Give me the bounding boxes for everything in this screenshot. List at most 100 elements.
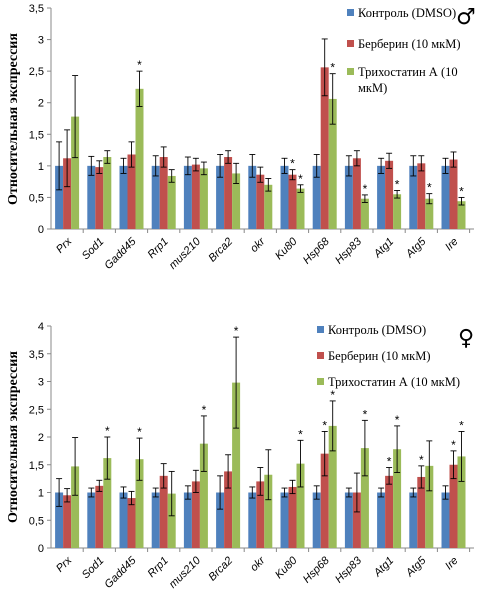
bar-trichostatin <box>135 88 144 229</box>
significance-marker: * <box>427 181 432 195</box>
significance-marker: * <box>202 403 207 417</box>
y-tick-label: 0,5 <box>29 192 44 204</box>
legend-swatch-control <box>347 9 354 16</box>
significance-marker: * <box>322 418 327 432</box>
y-axis-label: Относительная экспрессия <box>6 351 21 523</box>
significance-marker: * <box>363 407 368 421</box>
bar-control <box>312 492 321 548</box>
bar-trichostatin <box>360 198 369 229</box>
bar-trichostatin <box>71 466 80 548</box>
significance-marker: * <box>137 58 142 72</box>
y-tick-label: 3 <box>38 377 44 389</box>
bar-berberine <box>127 154 136 229</box>
bar-control <box>377 492 386 548</box>
bar-trichostatin <box>457 456 466 548</box>
bar-trichostatin <box>135 459 144 548</box>
y-tick-label: 1 <box>38 488 44 500</box>
bar-trichostatin <box>167 175 176 229</box>
bar-berberine <box>320 453 329 548</box>
bar-control <box>280 165 289 229</box>
legend-label-trichostatin: Трихостатин А (10 мкМ) <box>358 65 458 95</box>
y-tick-label: 0,5 <box>29 515 44 527</box>
bar-berberine <box>288 174 297 229</box>
bar-trichostatin <box>457 201 466 229</box>
bar-berberine <box>352 158 361 229</box>
y-tick-label: 3 <box>38 35 44 47</box>
bar-berberine <box>417 163 426 229</box>
sex-symbol: ♀ <box>458 326 474 351</box>
bar-trichostatin <box>296 463 305 548</box>
bar-berberine <box>191 481 200 548</box>
bar-trichostatin <box>328 425 337 548</box>
bar-trichostatin <box>328 98 337 229</box>
y-tick-label: 4 <box>38 321 44 333</box>
significance-marker: * <box>330 61 335 75</box>
significance-marker: * <box>451 438 456 452</box>
bar-control <box>151 165 160 229</box>
bar-control <box>344 165 353 229</box>
bar-berberine <box>159 157 168 229</box>
legend-swatch-trichostatin <box>317 378 324 385</box>
bar-control <box>87 492 96 548</box>
legend-swatch-trichostatin <box>347 68 354 75</box>
legend-swatch-berberine <box>317 352 324 359</box>
bar-trichostatin <box>393 449 402 548</box>
bar-trichostatin <box>264 474 273 548</box>
bar-control <box>183 165 192 229</box>
bar-control <box>377 165 386 229</box>
bar-control <box>119 165 128 229</box>
significance-marker: * <box>105 424 110 438</box>
bar-control <box>409 165 418 229</box>
y-tick-label: 3,5 <box>29 349 44 361</box>
y-tick-label: 1,5 <box>29 129 44 141</box>
y-tick-label: 2,5 <box>29 404 44 416</box>
legend-label-control: Контроль (DMSO) <box>358 6 456 20</box>
significance-marker: * <box>298 427 303 441</box>
bar-control <box>87 165 96 229</box>
bar-control <box>312 165 321 229</box>
bar-berberine <box>95 485 104 548</box>
legend-label-trichostatin: Трихостатин А (10 мкМ) <box>328 375 460 389</box>
bar-berberine <box>385 160 394 229</box>
significance-marker: * <box>387 455 392 469</box>
bar-control <box>216 165 225 229</box>
legend-swatch-berberine <box>347 40 354 47</box>
bar-berberine <box>256 174 265 229</box>
bar-trichostatin <box>425 198 434 229</box>
bar-berberine <box>288 486 297 548</box>
significance-marker: * <box>419 453 424 467</box>
bar-trichostatin <box>393 194 402 229</box>
y-tick-label: 0 <box>38 543 44 555</box>
bar-berberine <box>63 158 72 229</box>
bar-trichostatin <box>199 443 208 548</box>
bar-berberine <box>127 498 136 548</box>
sex-symbol: ♂ <box>456 5 476 30</box>
legend-label-berberine: Берберин (10 мкМ) <box>358 37 461 51</box>
bar-control <box>119 492 128 548</box>
bar-trichostatin <box>360 448 369 548</box>
significance-marker: * <box>298 172 303 186</box>
y-axis-label: Относительная экспрессия <box>6 33 21 205</box>
bar-control <box>151 492 160 548</box>
y-tick-label: 0 <box>38 224 44 236</box>
bar-control <box>216 492 225 548</box>
bar-berberine <box>417 476 426 548</box>
bar-berberine <box>449 159 458 229</box>
bar-control <box>441 492 450 548</box>
bar-berberine <box>385 475 394 548</box>
bar-control <box>183 492 192 548</box>
bar-trichostatin <box>296 188 305 229</box>
bar-control <box>248 165 257 229</box>
bar-berberine <box>63 495 72 548</box>
legend-label-berberine: Берберин (10 мкМ) <box>328 349 431 363</box>
bar-trichostatin <box>264 184 273 229</box>
bar-berberine <box>449 464 458 548</box>
bar-control <box>55 492 64 548</box>
significance-marker: * <box>234 324 239 338</box>
legend-swatch-control <box>317 326 324 333</box>
bar-berberine <box>224 157 233 229</box>
bar-control <box>409 492 418 548</box>
bar-berberine <box>320 67 329 230</box>
